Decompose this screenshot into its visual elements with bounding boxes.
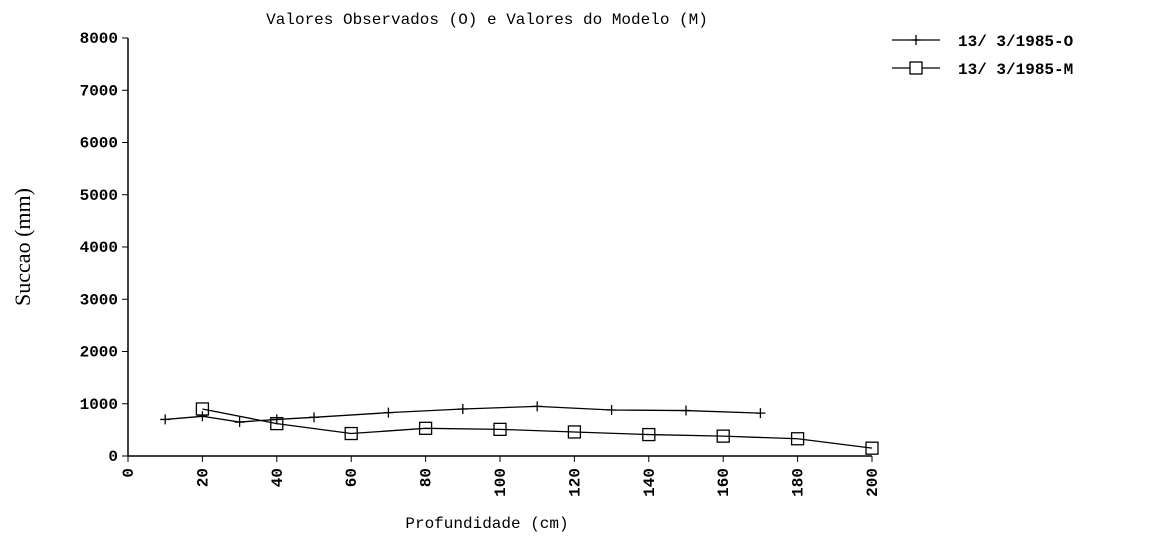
y-tick-label: 2000 [80, 344, 118, 362]
x-tick-label: 60 [343, 468, 361, 487]
y-tick-label: 7000 [80, 82, 118, 100]
x-tick-label: 180 [790, 468, 808, 497]
marker [383, 407, 394, 418]
marker [234, 417, 245, 428]
y-tick-label: 6000 [80, 135, 118, 153]
marker [606, 405, 617, 416]
marker [195, 402, 210, 416]
y-tick-label: 5000 [80, 187, 118, 205]
marker [755, 408, 766, 419]
x-tick-label: 20 [194, 468, 212, 487]
x-tick-label: 140 [641, 468, 659, 497]
y-tick-label: 4000 [80, 239, 118, 257]
y-tick-label: 1000 [80, 396, 118, 414]
y-tick-label: 0 [108, 448, 118, 466]
marker [681, 405, 691, 416]
marker [270, 416, 284, 431]
y-tick-label: 8000 [80, 30, 118, 48]
marker [160, 414, 171, 425]
marker [790, 432, 805, 446]
marker [716, 429, 730, 443]
x-tick-label: 0 [120, 468, 138, 478]
marker [344, 426, 358, 441]
x-tick-label: 200 [864, 468, 882, 497]
marker [418, 421, 433, 435]
marker [309, 412, 319, 423]
legend-label: 13/ 3/1985-M [958, 61, 1073, 79]
legend-label: 13/ 3/1985-O [958, 33, 1074, 51]
x-tick-label: 40 [269, 468, 287, 487]
y-tick-label: 3000 [80, 291, 118, 309]
marker [642, 427, 656, 442]
chart-title: Valores Observados (O) e Valores do Mode… [266, 11, 708, 29]
x-tick-label: 160 [715, 468, 733, 497]
marker [457, 403, 468, 414]
y-axis-label: Succao (mm) [10, 188, 35, 306]
x-tick-label: 100 [492, 468, 510, 497]
series-line [202, 408, 873, 449]
marker [197, 411, 208, 422]
marker [493, 422, 507, 437]
marker [271, 414, 282, 425]
legend-marker [911, 35, 921, 45]
marker [567, 425, 582, 439]
marker [532, 401, 543, 412]
x-tick-label: 120 [566, 468, 584, 497]
legend-marker [909, 61, 923, 75]
x-axis-label: Profundidade (cm) [405, 515, 568, 533]
marker [865, 441, 879, 455]
x-tick-label: 80 [418, 468, 436, 487]
